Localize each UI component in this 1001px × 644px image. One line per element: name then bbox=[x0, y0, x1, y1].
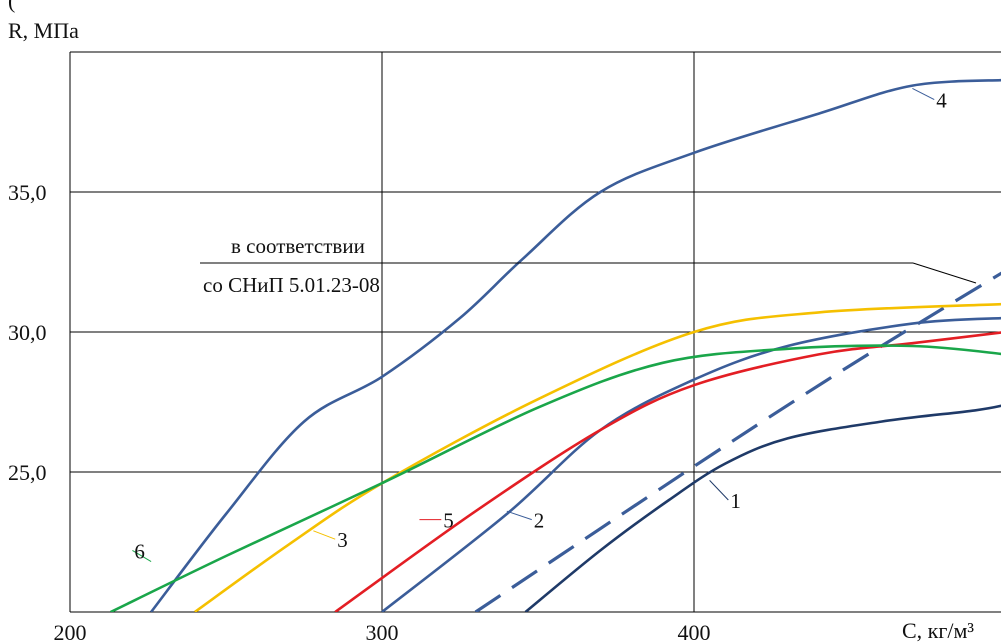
curve-1-label: 1 bbox=[730, 489, 741, 513]
curve-5-label: 5 bbox=[443, 509, 454, 533]
y-axis-label: R, МПа bbox=[8, 18, 79, 43]
annotation-leader-diagonal bbox=[912, 262, 977, 284]
x-tick-label: 300 bbox=[366, 620, 399, 644]
curve-1 bbox=[524, 404, 1001, 612]
curve-2-leader bbox=[506, 510, 532, 521]
y-tick-label: 25,0 bbox=[8, 460, 47, 485]
annotation: в соответствии со СНиП 5.01.23-08 bbox=[200, 234, 977, 297]
curve-2-label: 2 bbox=[534, 509, 545, 533]
curve-6 bbox=[110, 344, 1001, 612]
annotation-line-1: в соответствии bbox=[231, 234, 365, 258]
curve-3-label: 3 bbox=[337, 528, 348, 552]
grid: 200 300 400 25,0 30,0 35,0 bbox=[8, 51, 1001, 644]
curve-4-leader bbox=[912, 87, 935, 101]
curve-4 bbox=[150, 78, 1001, 612]
curve-4-label: 4 bbox=[936, 89, 947, 113]
y-tick-label: 35,0 bbox=[8, 180, 47, 205]
curve-5 bbox=[334, 331, 1001, 612]
curve-3-leader bbox=[313, 530, 336, 540]
curve-6-leader bbox=[132, 549, 152, 563]
y-tick-label: 30,0 bbox=[8, 320, 47, 345]
curve-snip-dashed bbox=[474, 271, 1001, 612]
curve-2 bbox=[381, 316, 1001, 612]
x-tick-label: 200 bbox=[54, 620, 87, 644]
x-axis-label: С, кг/м³ bbox=[902, 618, 974, 643]
annotation-line-2: со СНиП 5.01.23-08 bbox=[203, 273, 380, 297]
curve-6-label: 6 bbox=[134, 539, 145, 563]
curve-3 bbox=[194, 302, 1001, 612]
curve-labels: 1 2 3 4 5 6 bbox=[132, 87, 947, 563]
top-fragment: ( bbox=[8, 0, 15, 13]
series-layer bbox=[110, 78, 1001, 612]
x-tick-label: 400 bbox=[678, 620, 711, 644]
curve-1-leader bbox=[709, 480, 729, 501]
